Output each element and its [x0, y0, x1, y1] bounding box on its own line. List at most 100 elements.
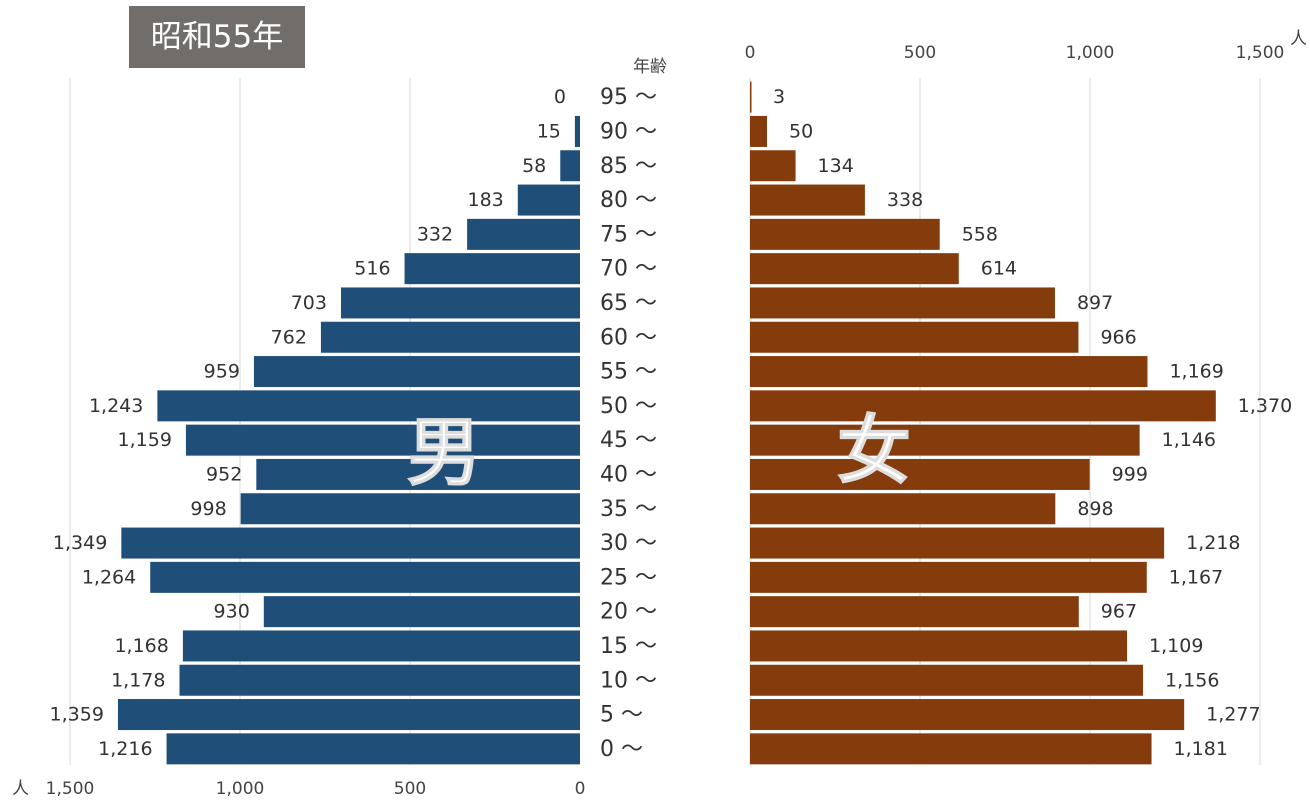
- data-label-female: 134: [818, 155, 854, 177]
- data-label-male: 15: [537, 120, 561, 142]
- bar-male: [240, 493, 580, 525]
- data-label-male: 762: [271, 326, 307, 348]
- age-category-label: 30 ～: [600, 531, 657, 556]
- age-category-label: 85 ～: [600, 154, 657, 179]
- female-label: 女: [837, 408, 911, 494]
- bar-male: [574, 115, 580, 147]
- age-category-label: 5 ～: [600, 703, 643, 728]
- data-label-female: 999: [1112, 463, 1148, 485]
- data-label-female: 967: [1101, 601, 1137, 623]
- bar-male: [182, 630, 580, 662]
- bar-male: [517, 184, 580, 216]
- age-category-label: 90 ～: [600, 119, 657, 144]
- data-label-male: 1,168: [114, 635, 168, 657]
- data-label-female: 50: [789, 120, 813, 142]
- x-tick-label-female: 0: [745, 43, 756, 63]
- data-label-female: 3: [773, 86, 785, 108]
- age-category-label: 60 ～: [600, 325, 657, 350]
- bar-female: [750, 664, 1144, 696]
- age-category-label: 80 ～: [600, 188, 657, 213]
- x-tick-label-male: 1,000: [216, 779, 265, 799]
- bar-male: [253, 356, 580, 388]
- bar-female: [750, 321, 1079, 353]
- male-label: 男: [407, 410, 481, 496]
- bar-female: [750, 458, 1090, 490]
- age-category-label: 10 ～: [600, 668, 657, 693]
- data-label-male: 1,159: [118, 429, 172, 451]
- age-category-label: 15 ～: [600, 634, 657, 659]
- age-category-label: 70 ～: [600, 257, 657, 282]
- data-label-female: 1,109: [1149, 635, 1203, 657]
- age-category-label: 35 ～: [600, 497, 657, 522]
- data-label-female: 1,277: [1206, 704, 1260, 726]
- bar-female: [750, 184, 865, 216]
- bar-male: [117, 699, 580, 731]
- data-label-female: 1,181: [1174, 738, 1228, 760]
- bar-male: [320, 321, 580, 353]
- x-tick-label-male: 500: [394, 779, 426, 799]
- data-label-male: 332: [417, 223, 453, 245]
- age-category-label: 40 ～: [600, 462, 657, 487]
- data-label-female: 558: [962, 223, 998, 245]
- data-label-male: 1,243: [89, 395, 143, 417]
- age-category-label: 55 ～: [600, 360, 657, 385]
- bar-female: [750, 218, 940, 250]
- bar-female: [750, 81, 752, 113]
- data-label-male: 1,264: [82, 566, 136, 588]
- bar-male: [467, 218, 580, 250]
- x-tick-label-female: 1,500: [1236, 43, 1285, 63]
- data-label-male: 703: [291, 292, 327, 314]
- bar-female: [750, 493, 1056, 525]
- data-label-female: 338: [887, 189, 923, 211]
- x-tick-label-male: 0: [575, 779, 586, 799]
- data-label-female: 1,370: [1238, 395, 1292, 417]
- data-label-female: 614: [981, 258, 1017, 280]
- data-label-female: 1,146: [1162, 429, 1216, 451]
- bar-male: [263, 596, 580, 628]
- bar-male: [560, 150, 580, 182]
- bar-male: [121, 527, 580, 559]
- data-label-female: 966: [1100, 326, 1136, 348]
- data-label-male: 1,359: [50, 704, 104, 726]
- bar-female: [750, 699, 1185, 731]
- bar-male: [256, 458, 580, 490]
- bar-female: [750, 527, 1165, 559]
- data-label-male: 183: [468, 189, 504, 211]
- bar-female: [750, 356, 1148, 388]
- bar-male: [166, 733, 580, 765]
- x-tick-label-female: 1,000: [1066, 43, 1115, 63]
- data-label-male: 58: [522, 155, 546, 177]
- data-label-male: 998: [190, 498, 226, 520]
- data-label-male: 1,216: [98, 738, 152, 760]
- x-tick-label-female: 500: [904, 43, 936, 63]
- bar-male: [157, 390, 580, 422]
- bar-female: [750, 253, 959, 285]
- bar-male: [404, 253, 580, 285]
- data-label-female: 1,156: [1165, 669, 1219, 691]
- unit-label-right: 人: [1290, 29, 1307, 49]
- bar-male: [185, 424, 580, 456]
- bar-female: [750, 390, 1216, 422]
- bar-female: [750, 115, 767, 147]
- age-category-label: 95 ～: [600, 85, 657, 110]
- x-tick-label-male: 1,500: [46, 779, 95, 799]
- bar-male: [150, 561, 581, 593]
- bar-female: [750, 287, 1055, 319]
- data-label-male: 0: [554, 86, 566, 108]
- chart-title: 昭和55年: [129, 6, 305, 68]
- data-label-male: 1,349: [53, 532, 107, 554]
- unit-label-left: 人: [12, 779, 29, 799]
- bar-female: [750, 596, 1079, 628]
- bar-female: [750, 733, 1152, 765]
- bar-female: [750, 561, 1147, 593]
- data-label-female: 1,167: [1169, 566, 1223, 588]
- data-label-male: 516: [354, 258, 390, 280]
- data-label-male: 959: [204, 361, 240, 383]
- bar-female: [750, 630, 1128, 662]
- age-category-label: 25 ～: [600, 565, 657, 590]
- age-category-label: 0 ～: [600, 737, 643, 762]
- bar-male: [340, 287, 580, 319]
- age-category-label: 45 ～: [600, 428, 657, 453]
- age-category-label: 75 ～: [600, 222, 657, 247]
